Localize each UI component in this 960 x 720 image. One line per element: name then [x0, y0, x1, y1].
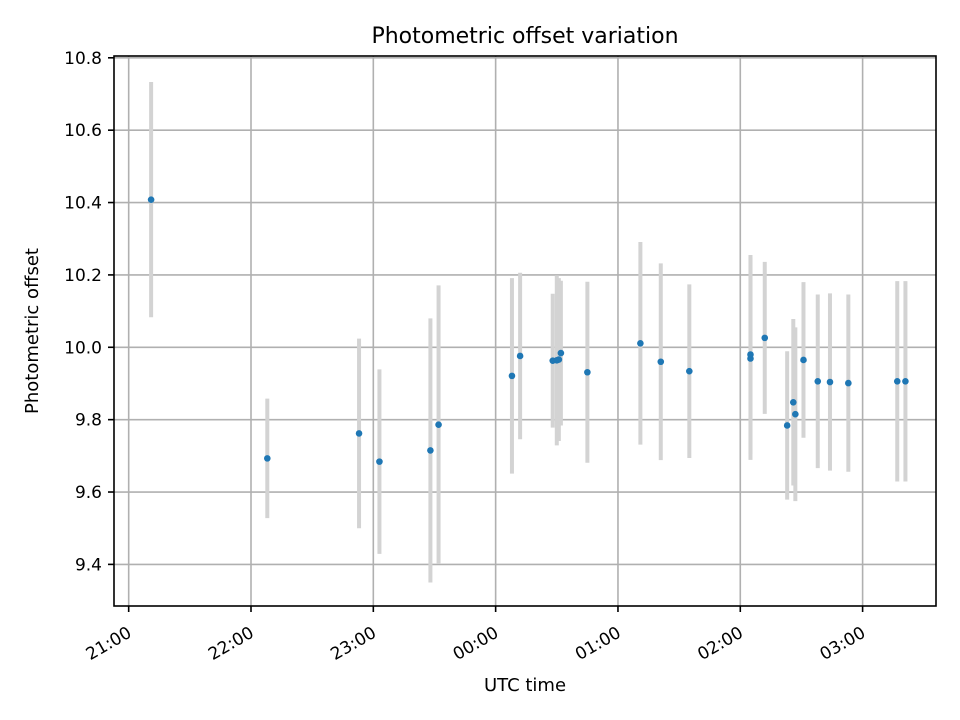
y-tick-label: 10.4: [64, 194, 102, 214]
data-point: [814, 377, 822, 385]
data-point: [435, 421, 442, 429]
data-points: [147, 196, 909, 465]
y-axis-label: Photometric offset: [22, 248, 43, 414]
data-point: [783, 422, 791, 429]
data-point: [147, 196, 155, 203]
data-point: [376, 458, 383, 465]
data-point: [845, 379, 852, 387]
data-point: [584, 368, 591, 376]
data-point: [516, 352, 524, 360]
y-tick-label: 9.8: [75, 411, 102, 431]
data-point: [637, 340, 644, 347]
data-point: [686, 367, 693, 375]
data-point: [800, 356, 807, 364]
data-point: [557, 349, 565, 357]
data-point: [508, 372, 516, 380]
data-point: [902, 377, 909, 385]
plot-frame: [113, 55, 937, 607]
data-point: [792, 410, 799, 418]
data-point: [555, 356, 563, 363]
data-point: [826, 378, 834, 386]
y-tick-label: 10.0: [64, 338, 102, 358]
y-tick-label: 10.8: [64, 49, 102, 69]
data-point: [789, 398, 797, 406]
grid: [114, 56, 936, 606]
data-point: [264, 455, 271, 462]
x-axis-label: UTC time: [484, 675, 566, 696]
data-point: [427, 447, 434, 454]
data-point: [747, 351, 754, 358]
y-tick-label: 10.6: [64, 121, 102, 141]
data-point: [893, 377, 901, 385]
chart-title: Photometric offset variation: [371, 24, 678, 49]
y-tick-label: 9.6: [75, 483, 102, 503]
data-point: [355, 430, 363, 437]
y-tick-label: 9.4: [75, 555, 102, 575]
y-tick-label: 10.2: [64, 266, 102, 286]
data-point: [761, 334, 769, 342]
data-point: [657, 358, 665, 366]
